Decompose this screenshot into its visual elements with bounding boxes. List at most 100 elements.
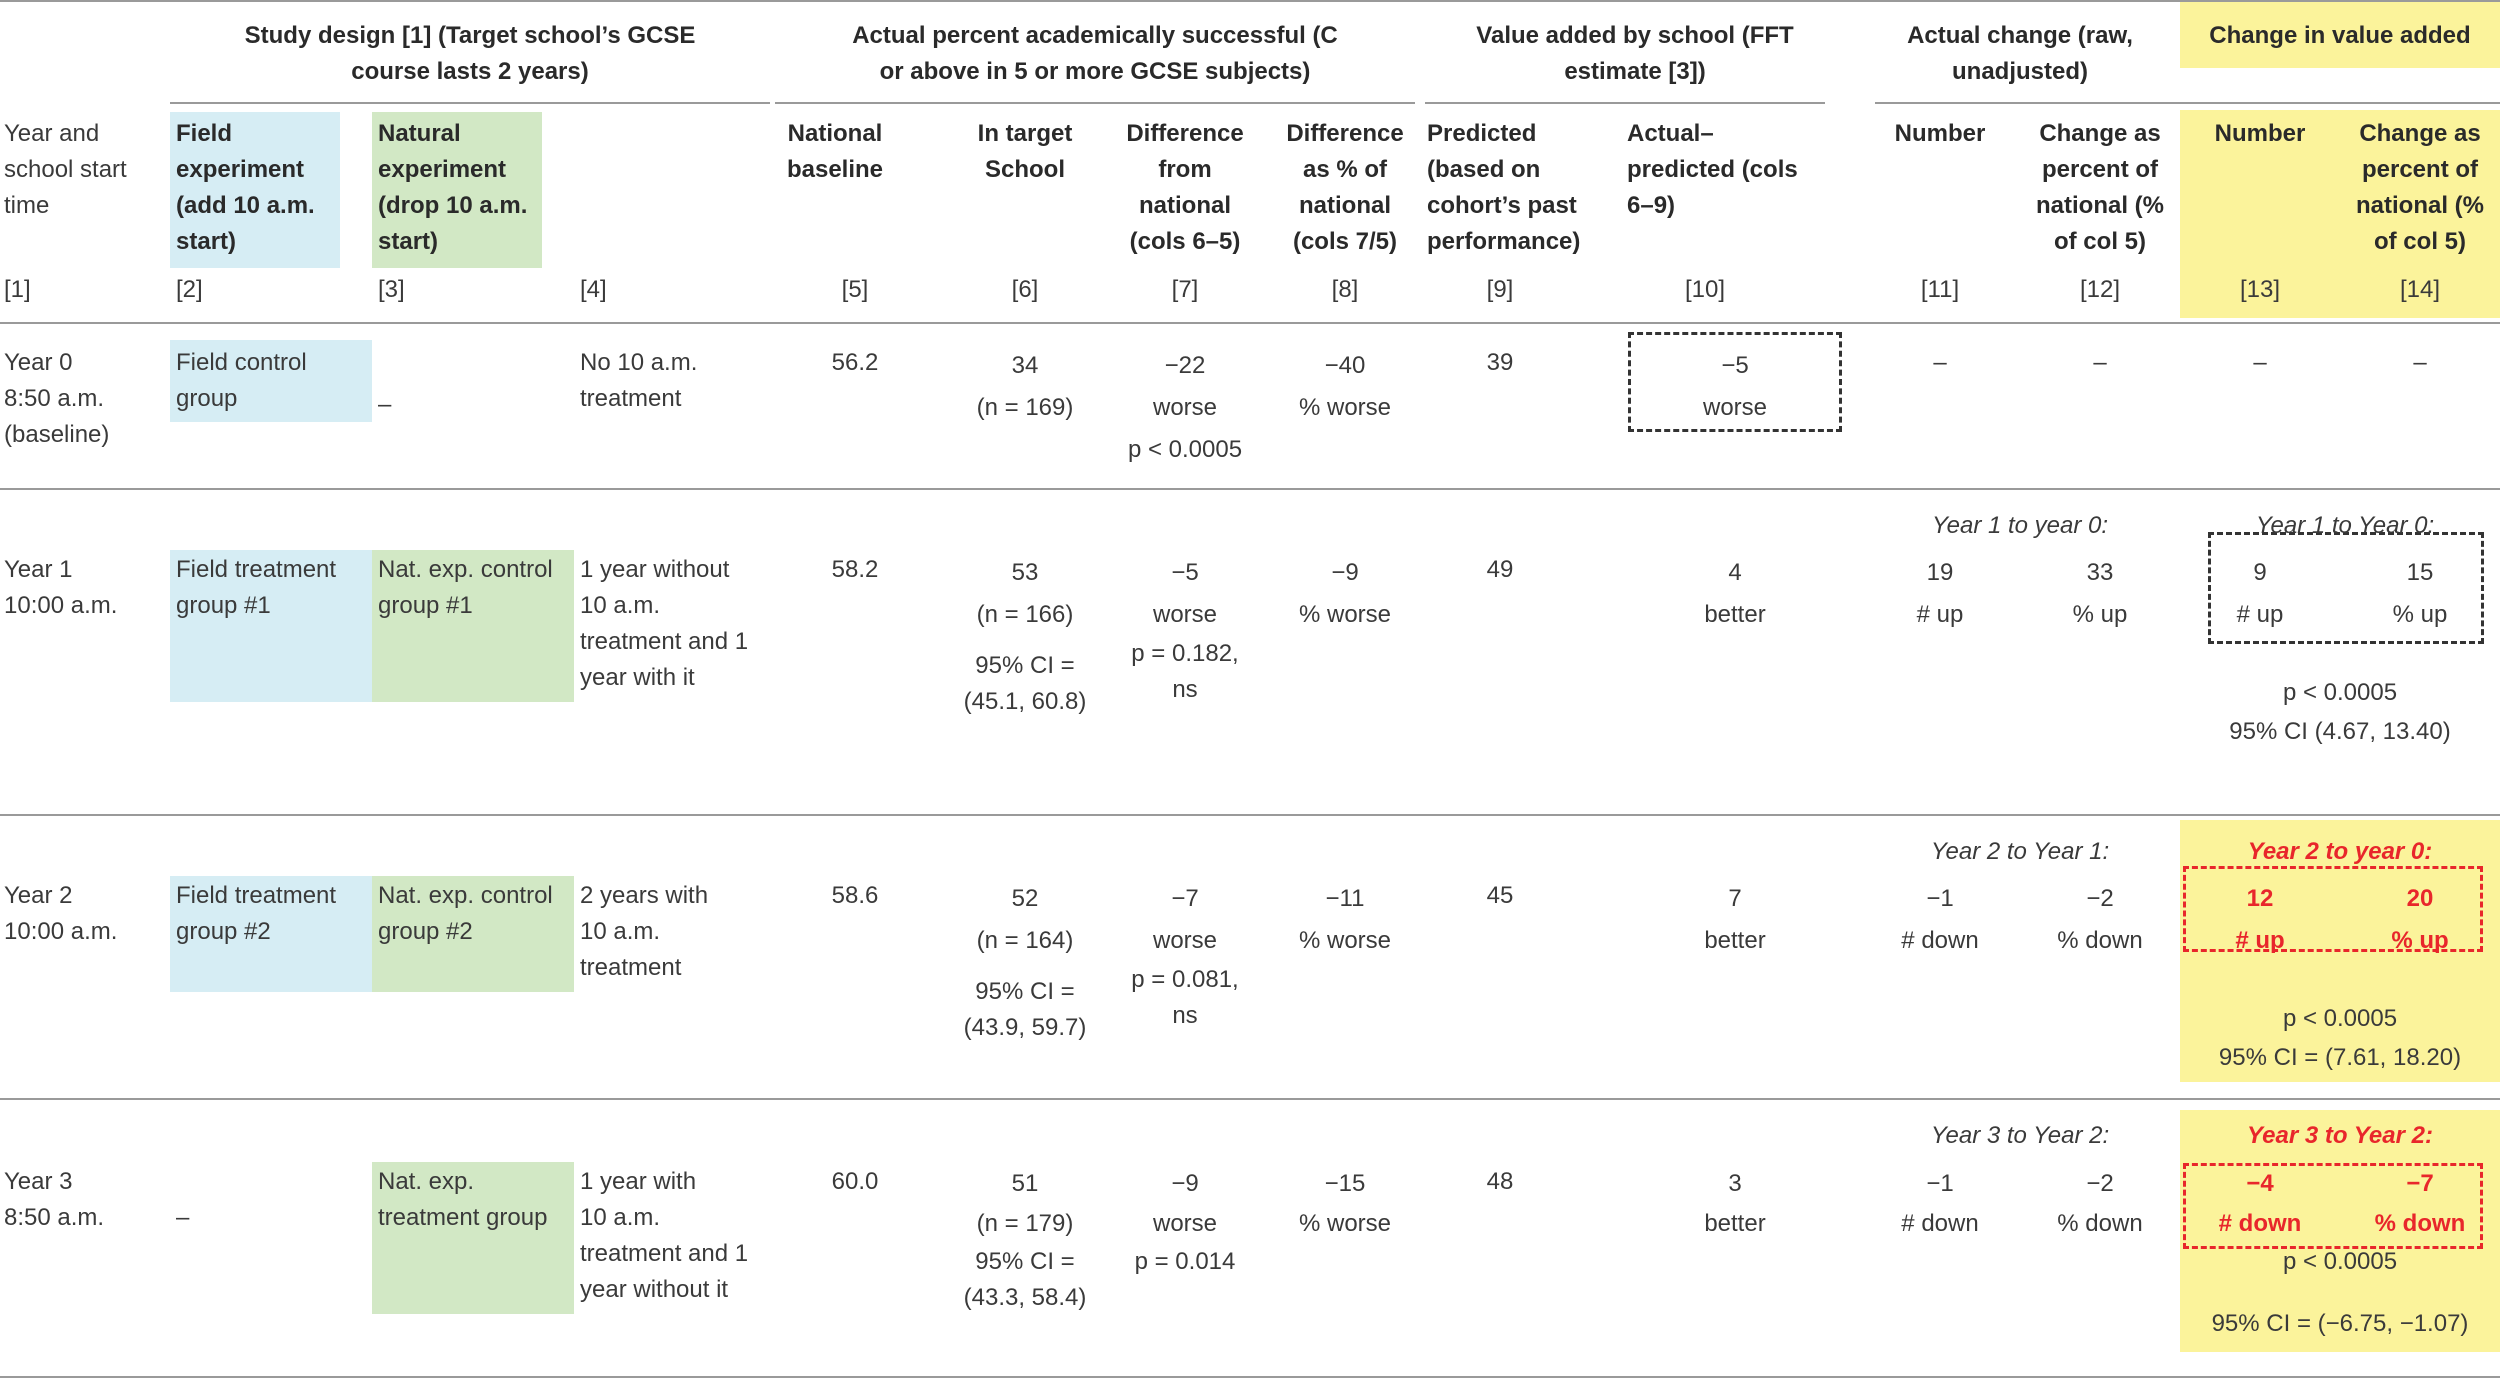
row3-va-ci: 95% CI = (−6.75, −1.07) (2211, 1310, 2469, 1337)
row-rule-3 (0, 1098, 2500, 1100)
row-rule-1 (0, 488, 2500, 490)
group-rule-change (1875, 102, 2180, 104)
header-value-added: Value added by school (FFT estimate [3]) (1476, 22, 1794, 85)
colhead-change-pct: Change as percent of national (% of col 5) (2035, 120, 2164, 255)
row1-treatment: 1 year without 10 a.m. treatment and 1 year… (580, 556, 749, 691)
row0-change-pct: – (2093, 349, 2107, 376)
colnum-5: [5] (841, 276, 869, 303)
row2-change-num: −1 # down (1901, 885, 1979, 954)
row2-treatment: 2 years with 10 a.m. treatment (580, 882, 709, 981)
row0-national: 56.2 (831, 349, 879, 376)
colhead-actual-predicted: Actual– predicted (cols 6–9) (1627, 120, 1798, 219)
row1-va-num: 9 # up (2236, 559, 2284, 628)
row2-va-label: Year 2 to year 0: (2247, 838, 2433, 865)
natexp-control2-fill (372, 876, 574, 992)
colhead-natural-experiment: Natural experiment (drop 10 a.m. start) (378, 120, 528, 255)
row1-natural: Nat. exp. control group #1 (378, 556, 553, 619)
colhead-va-number: Number (2214, 120, 2306, 147)
colnum-4: [4] (580, 276, 607, 303)
header-study-design: Study design [1] (Target school’s GCSE co… (244, 22, 696, 85)
row2-target: 52 (n = 164) 95% CI = (43.9, 59.7) (963, 885, 1087, 1041)
colnum-13: [13] (2239, 276, 2281, 303)
colnum-11: [11] (1920, 276, 1960, 303)
row2-va-pct: 20% up (2391, 885, 2449, 954)
row2-diff-pct: −11% worse (1298, 885, 1392, 954)
row3-diff-pct: −15% worse (1298, 1170, 1392, 1237)
colhead-predicted: Predicted (based on cohort’s past performan… (1427, 120, 1581, 255)
colhead-target-school: In target School (977, 120, 1073, 183)
row1-field: Field treatment group #1 (176, 556, 337, 619)
colnum-10: [10] (1684, 276, 1726, 303)
row2-national: 58.6 (831, 882, 879, 909)
row2-predicted: 45 (1486, 882, 1514, 909)
row2-va-stats: p < 0.0005 95% CI = (7.61, 18.20) (2218, 1005, 2462, 1071)
colnum-7: [7] (1171, 276, 1199, 303)
row3-va-pct: −7% down (2374, 1170, 2466, 1237)
row1-change-num: 19 # up (1916, 559, 1964, 628)
header-actual-percent: Actual percent academically successful (… (852, 22, 1338, 85)
natexp-control1-fill (372, 550, 574, 702)
row1-change-label: Year 1 to year 0: (1931, 512, 2109, 539)
colhead-va-pct: Change as percent of national (% of col 5) (2355, 120, 2484, 255)
row1-va-pct: 15% up (2392, 559, 2448, 628)
row3-treatment: 1 year with 10 a.m. treatment and 1 year wi… (580, 1168, 749, 1303)
row2-change-pct: −2% down (2057, 885, 2143, 954)
row1-diff: −5 worse p = 0.182, ns (1131, 559, 1239, 703)
dashed-box-actual-predicted (1628, 332, 1842, 432)
row1-va-label: Year 1 to Year 0: (2255, 512, 2435, 539)
colnum-2: [2] (176, 276, 203, 303)
dashed-box-year1-va (2208, 532, 2484, 644)
row3-field: – (176, 1204, 190, 1231)
dashed-box-year3-va (2183, 1163, 2483, 1249)
row0-treatment: No 10 a.m. treatment (580, 349, 698, 412)
row3-natural: Nat. exp. treatment group (378, 1168, 548, 1231)
value-added-highlight-colheads (2180, 110, 2500, 318)
row1-target: 53 (n = 166) 95% CI = (45.1, 60.8) (963, 559, 1087, 715)
table-bottom-rule (0, 1376, 2500, 1378)
row1-diff-pct: −9% worse (1298, 559, 1392, 628)
dashed-box-year2-va (2183, 866, 2483, 952)
group-rule-changeva (2180, 102, 2500, 104)
row0-diff-pct: −40% worse (1298, 352, 1392, 421)
colnum-8: [8] (1331, 276, 1359, 303)
colnum-9: [9] (1486, 276, 1514, 303)
row3-diff: −9 worse p = 0.014 (1134, 1170, 1236, 1275)
row2-diff: −7 worse p = 0.081, ns (1131, 885, 1239, 1029)
field-treatment2-fill (170, 876, 372, 992)
row3-target: 51 (n = 179) 95% CI = (43.3, 58.4) (963, 1170, 1087, 1311)
value-added-highlight-year3 (2180, 1110, 2500, 1352)
header-change-value-added: Change in value added (2209, 22, 2471, 49)
colhead-field-experiment: Field experiment (add 10 a.m. start) (176, 120, 315, 255)
row1-va-stats: p < 0.0005 95% CI (4.67, 13.40) (2229, 679, 2451, 745)
row3-change-num: −1 # down (1901, 1170, 1979, 1237)
colhead-difference: Difference from national (cols 6–5) (1126, 120, 1244, 255)
row3-year: Year 3 8:50 a.m. (4, 1168, 105, 1231)
header-actual-change: Actual change (raw, unadjusted) (1907, 22, 2133, 85)
row3-va-num: −4 # down (2218, 1170, 2302, 1237)
row2-year: Year 2 10:00 a.m. (4, 882, 118, 945)
colnum-12: [12] (2079, 276, 2121, 303)
colnum-6: [6] (1011, 276, 1039, 303)
value-added-highlight-header (2180, 0, 2500, 68)
natexp-treatment-fill (372, 1162, 574, 1314)
natural-experiment-head-fill (372, 112, 542, 268)
row0-year: Year 0 8:50 a.m. (baseline) (4, 349, 110, 448)
row0-actual-predicted: −5 worse (1702, 352, 1768, 421)
header-bottom-rule (0, 322, 2500, 324)
row-rule-2 (0, 814, 2500, 816)
row3-actual-predicted: 3 better (1704, 1170, 1766, 1237)
group-rule-value (1425, 102, 1825, 104)
row1-predicted: 49 (1486, 556, 1514, 583)
row3-national: 60.0 (831, 1168, 879, 1195)
row0-field: Field control group (176, 349, 307, 412)
row3-change-pct: −2% down (2057, 1170, 2143, 1237)
colhead-national-baseline: National baseline (786, 120, 884, 183)
field-treatment1-fill (170, 550, 372, 702)
row0-natural: – (378, 391, 392, 418)
row0-va-num: – (2253, 349, 2267, 376)
row3-va-label: Year 3 to Year 2: (2247, 1122, 2433, 1149)
row2-va-num: 12 # up (2235, 885, 2285, 954)
row2-change-label: Year 2 to Year 1: (1930, 838, 2110, 865)
group-rule-percent (775, 102, 1415, 104)
row2-actual-predicted: 7 better (1704, 885, 1766, 954)
